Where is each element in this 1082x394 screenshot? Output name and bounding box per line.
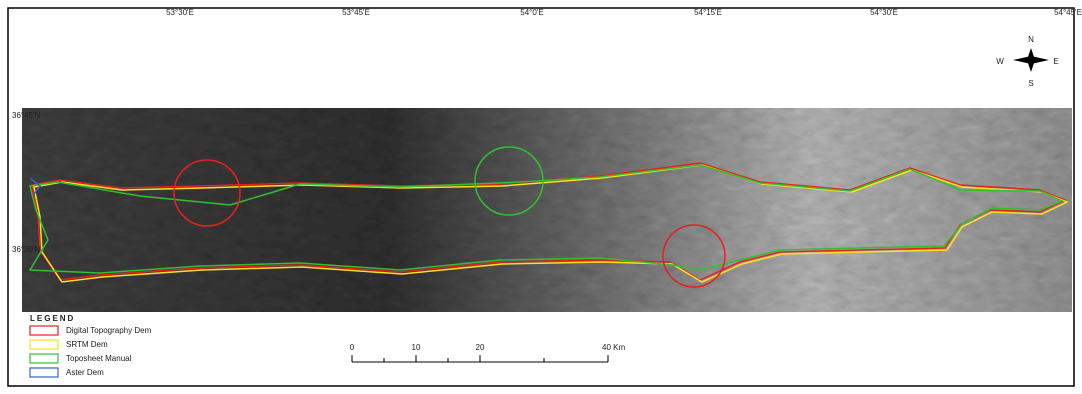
lon-label: 54°0'E [520, 8, 543, 17]
scale-label: 0 [350, 343, 355, 352]
lat-label: 36°45'N [12, 111, 41, 120]
lon-label: 53°30'E [166, 8, 194, 17]
legend-swatch [29, 325, 59, 336]
legend-swatch [29, 367, 59, 378]
frame [7, 7, 1075, 387]
legend-label: Aster Dem [66, 368, 104, 377]
compass: N S E W [996, 35, 1058, 88]
lat-label: 36°30'N [12, 245, 41, 254]
legend-title: LEGEND [30, 314, 75, 323]
compass-s: S [1028, 79, 1033, 88]
lon-label: 53°45'E [342, 8, 370, 17]
boundaries [28, 146, 1069, 288]
legend-label: Digital Topography Dem [66, 326, 152, 335]
scale-label: 10 [412, 343, 421, 352]
lon-label: 54°45'E [1054, 8, 1082, 17]
lon-label: 54°15'E [694, 8, 722, 17]
compass-n: N [1028, 35, 1034, 44]
scale-label: 40 Km [602, 343, 625, 352]
lon-label: 54°30'E [870, 8, 898, 17]
scale-bar [351, 355, 609, 363]
compass-w: W [996, 57, 1004, 66]
scale-label: 20 [476, 343, 485, 352]
satellite-image [22, 108, 1072, 312]
compass-e: E [1053, 57, 1058, 66]
legend-label: SRTM Dem [66, 340, 108, 349]
legend-label: Toposheet Manual [66, 354, 132, 363]
legend-swatch [29, 339, 59, 350]
legend-swatch [29, 353, 59, 364]
